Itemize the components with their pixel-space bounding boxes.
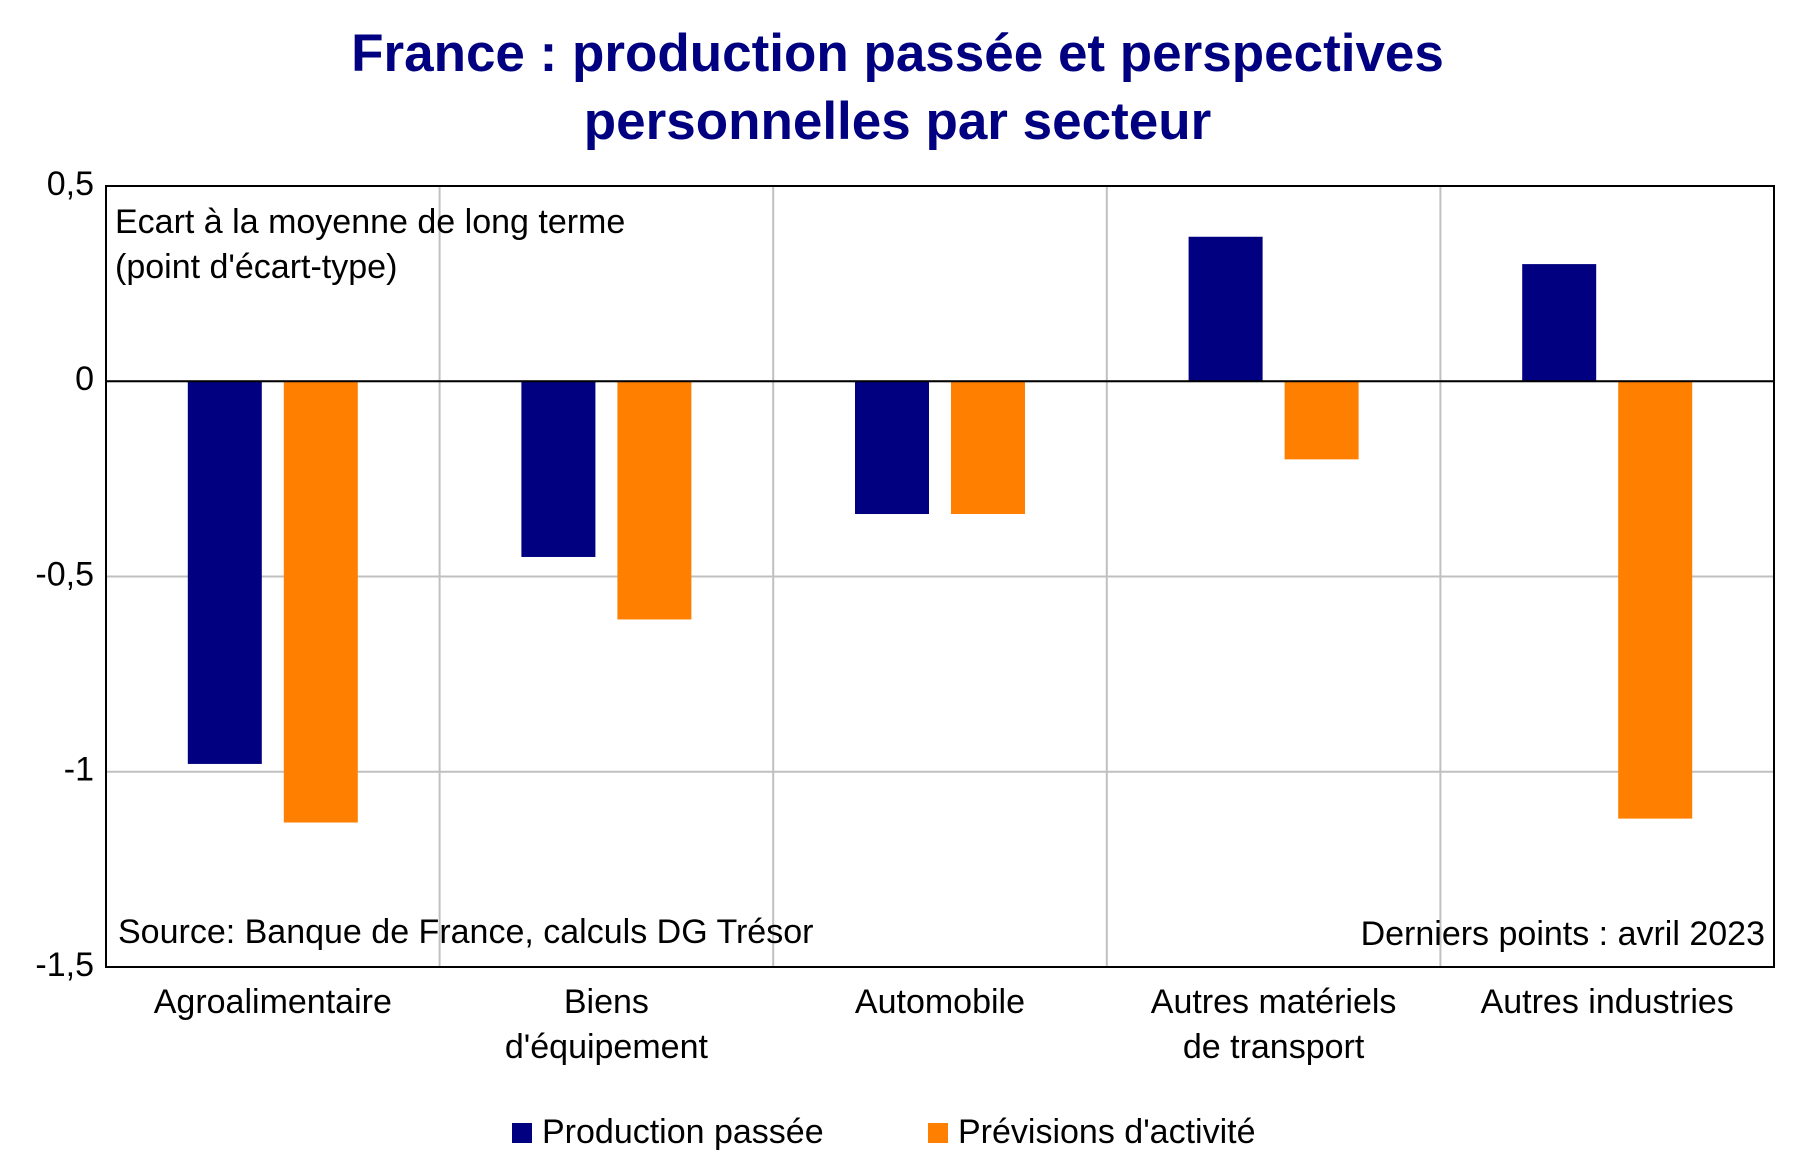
- y-tick-label: -0,5: [35, 555, 94, 593]
- bar: [951, 381, 1025, 515]
- bar: [855, 381, 929, 515]
- plot-frame: [105, 185, 1775, 968]
- y-tick-label: -1: [64, 751, 94, 789]
- x-tick-label: Autres industries: [1480, 983, 1734, 1021]
- legend-swatch: [928, 1123, 948, 1143]
- y-tick-label: -1,5: [35, 946, 94, 984]
- y-tick-label: 0: [75, 360, 94, 398]
- y-tick-label: 0,5: [47, 165, 94, 203]
- bar: [521, 381, 596, 557]
- legend-swatch: [512, 1123, 532, 1143]
- bar: [187, 381, 262, 764]
- bar: [617, 381, 692, 620]
- annotation: Ecart à la moyenne de long terme (point …: [115, 203, 626, 286]
- bar: [1618, 381, 1693, 819]
- bar: [1284, 381, 1359, 460]
- legend-label: Prévisions d'activité: [958, 1113, 1256, 1151]
- note: Derniers points : avril 2023: [1360, 915, 1765, 953]
- x-tick-label: Biens d'équipement: [504, 983, 708, 1066]
- source: Source: Banque de France, calculs DG Tré…: [118, 913, 814, 951]
- bar: [1522, 264, 1597, 382]
- chart-title: France : production passée et perspectiv…: [351, 24, 1444, 151]
- bar: [283, 381, 358, 823]
- x-tick-label: Autres matériels de transport: [1150, 983, 1397, 1066]
- x-tick-label: Agroalimentaire: [153, 983, 392, 1021]
- legend-label: Production passée: [542, 1113, 824, 1151]
- x-tick-label: Automobile: [854, 983, 1026, 1021]
- bar: [1188, 236, 1263, 382]
